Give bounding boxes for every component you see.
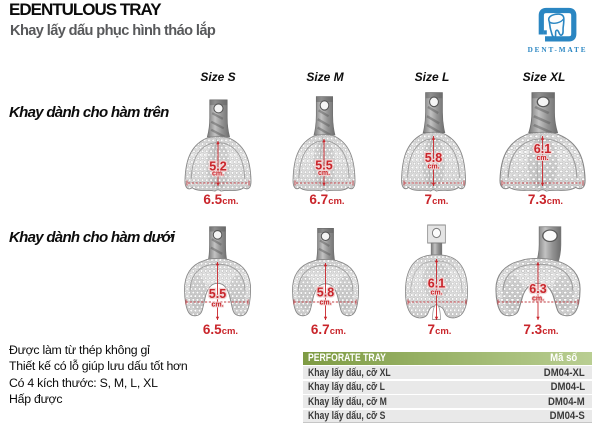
svg-text:cm.: cm. bbox=[536, 155, 548, 162]
svg-text:6.1: 6.1 bbox=[534, 142, 551, 156]
svg-text:5.8: 5.8 bbox=[317, 286, 334, 300]
svg-text:5.5: 5.5 bbox=[315, 159, 332, 173]
svg-text:cm.: cm. bbox=[318, 170, 330, 177]
svg-text:6.3: 6.3 bbox=[529, 282, 546, 296]
svg-text:cm.: cm. bbox=[430, 290, 442, 297]
svg-text:DENT-MATE: DENT-MATE bbox=[528, 46, 588, 54]
svg-text:6.7cm.: 6.7cm. bbox=[311, 322, 346, 337]
svg-text:cm.: cm. bbox=[532, 296, 544, 303]
svg-text:cm.: cm. bbox=[211, 302, 223, 309]
svg-text:5.2: 5.2 bbox=[209, 160, 226, 174]
svg-text:6.5cm.: 6.5cm. bbox=[203, 322, 238, 337]
svg-text:cm.: cm. bbox=[212, 171, 224, 178]
svg-text:6.5cm.: 6.5cm. bbox=[203, 192, 238, 207]
svg-text:5.5: 5.5 bbox=[209, 287, 226, 301]
svg-text:cm.: cm. bbox=[427, 164, 439, 171]
svg-text:7.3cm.: 7.3cm. bbox=[523, 322, 558, 337]
svg-text:7cm.: 7cm. bbox=[428, 322, 452, 337]
svg-text:5.8: 5.8 bbox=[425, 151, 442, 165]
svg-text:6.1: 6.1 bbox=[428, 277, 445, 291]
svg-text:7.3cm.: 7.3cm. bbox=[528, 192, 563, 207]
svg-text:cm.: cm. bbox=[319, 300, 331, 307]
svg-text:7cm.: 7cm. bbox=[425, 192, 449, 207]
svg-text:6.7cm.: 6.7cm. bbox=[309, 192, 344, 207]
